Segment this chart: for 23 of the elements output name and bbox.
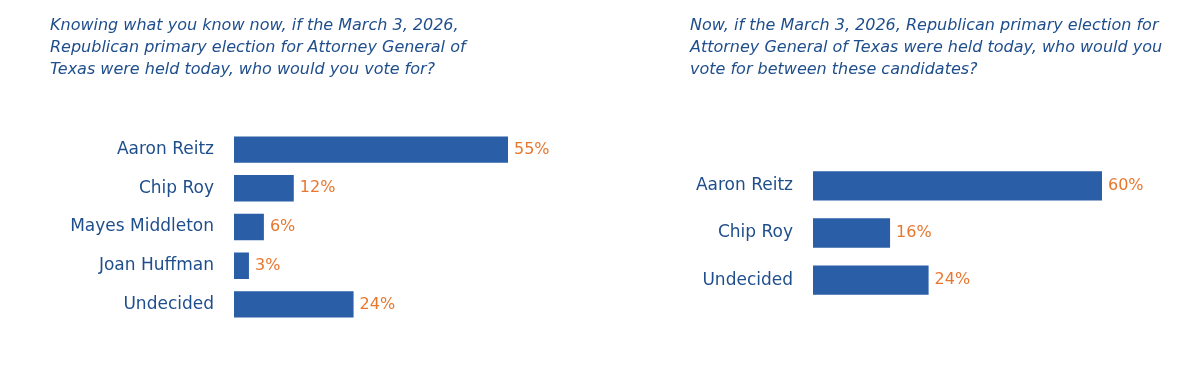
bar bbox=[234, 213, 264, 241]
y-tick-label: Aaron Reitz bbox=[116, 137, 215, 158]
chart-title: Knowing what you know now, if the March 3, 2026, Republican primary election for Attorney General of Texas were held today, who would you vote for? bbox=[50, 14, 469, 80]
data-label: 55% bbox=[514, 138, 550, 158]
data-label: 3% bbox=[254, 254, 281, 274]
y-tick-label: Aaron Reitz bbox=[695, 174, 794, 195]
chart-title: Now, if the March 3, 2026, Republican primary election for Attorney General of Texas were held today, who would you vote for between these candidates? bbox=[690, 14, 1164, 80]
data-label: 60% bbox=[1108, 174, 1144, 194]
bar bbox=[234, 291, 354, 318]
data-label: 24% bbox=[359, 293, 396, 313]
data-label: 24% bbox=[934, 269, 971, 289]
bar bbox=[234, 252, 249, 279]
y-tick-label: Undecided bbox=[702, 268, 793, 289]
y-tick-label: Mayes Middleton bbox=[70, 215, 214, 236]
y-tick-label: Chip Roy bbox=[138, 176, 214, 197]
bar bbox=[234, 136, 508, 163]
y-tick-label: Joan Huffman bbox=[97, 254, 214, 275]
data-label: 6% bbox=[269, 216, 296, 236]
data-label: 16% bbox=[896, 222, 932, 242]
bar bbox=[234, 175, 294, 202]
y-tick-label: Undecided bbox=[123, 292, 214, 313]
data-label: 12% bbox=[299, 177, 336, 197]
y-tick-label: Chip Roy bbox=[717, 221, 793, 242]
